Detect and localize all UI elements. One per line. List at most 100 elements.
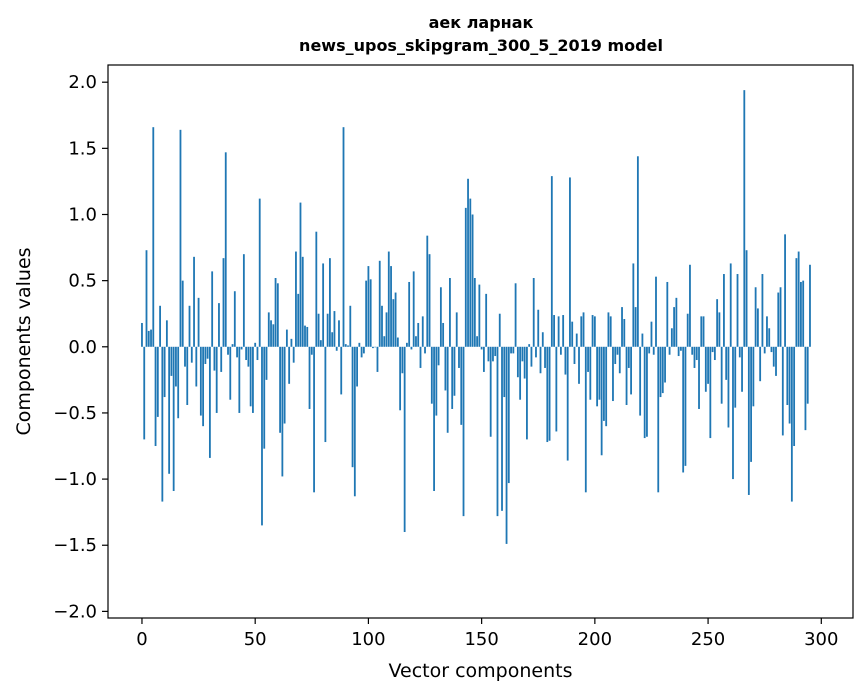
bar-85 (333, 311, 336, 347)
bar-207 (609, 316, 612, 347)
bar-88 (340, 346, 343, 395)
bar-57 (270, 320, 272, 347)
bar-7 (156, 346, 159, 417)
bar-9 (161, 346, 164, 502)
bar-244 (693, 346, 696, 368)
y-tick-label: 1.5 (68, 138, 97, 159)
bar-0 (141, 322, 143, 347)
y-tick-label: 2.0 (68, 72, 97, 93)
bar-137 (451, 346, 454, 409)
bar-18 (181, 280, 184, 347)
bar-275 (763, 346, 766, 354)
bar-39 (229, 346, 232, 400)
bar-106 (381, 305, 383, 347)
bar-91 (347, 345, 349, 347)
bar-56 (267, 312, 270, 347)
bar-55 (265, 346, 268, 380)
bar-132 (439, 287, 442, 347)
bar-60 (276, 283, 279, 347)
bar-119 (410, 346, 413, 350)
bar-246 (698, 346, 700, 409)
bar-289 (795, 258, 798, 347)
bar-6 (154, 346, 157, 447)
bar-145 (469, 198, 472, 347)
bar-27 (202, 346, 205, 427)
bar-75 (310, 346, 313, 355)
bar-210 (616, 346, 619, 355)
bar-212 (621, 307, 623, 347)
bar-14 (172, 346, 175, 491)
bar-92 (349, 305, 352, 347)
bar-161 (505, 346, 508, 544)
bar-268 (747, 346, 750, 495)
bar-110 (390, 266, 392, 347)
bar-117 (406, 342, 408, 347)
bar-81 (324, 346, 327, 443)
bar-148 (476, 336, 479, 347)
bar-29 (206, 346, 209, 359)
bar-286 (788, 346, 791, 424)
bar-23 (193, 256, 195, 347)
bar-228 (657, 346, 660, 493)
bar-172 (530, 346, 533, 367)
bar-72 (304, 325, 306, 347)
bar-37 (224, 152, 227, 347)
bar-31 (211, 271, 214, 347)
bar-263 (736, 274, 739, 347)
bar-285 (786, 346, 789, 405)
bar-153 (487, 346, 490, 362)
bar-76 (313, 346, 315, 493)
bar-206 (607, 312, 610, 347)
bar-3 (147, 330, 150, 347)
bar-53 (261, 346, 263, 526)
bar-24 (195, 346, 198, 387)
bar-158 (498, 313, 501, 347)
bar-237 (677, 346, 680, 357)
bar-12 (168, 346, 171, 474)
x-axis-ticks: 0 50 100 150 200 250 300 (136, 618, 838, 650)
bar-248 (702, 316, 705, 347)
bar-68 (295, 251, 297, 347)
bar-204 (603, 346, 605, 421)
bar-260 (729, 263, 732, 347)
bar-163 (510, 346, 512, 354)
bar-109 (387, 251, 390, 347)
bar-291 (800, 281, 802, 347)
bar-45 (242, 254, 245, 347)
bar-84 (331, 332, 334, 347)
bar-22 (190, 346, 193, 363)
x-tick-label: 150 (464, 629, 498, 650)
bar-191 (573, 346, 576, 364)
bar-121 (415, 336, 417, 347)
bar-136 (449, 278, 451, 347)
bar-269 (750, 346, 752, 462)
bar-271 (754, 287, 757, 347)
bar-170 (526, 346, 528, 440)
x-tick-label: 50 (244, 629, 267, 650)
bar-111 (392, 299, 395, 347)
bar-200 (593, 316, 596, 347)
bar-227 (655, 276, 657, 347)
bar-61 (279, 346, 281, 433)
bar-247 (700, 316, 703, 347)
bar-48 (249, 346, 252, 407)
x-axis-label: Vector components (389, 660, 573, 682)
bar-219 (636, 156, 639, 347)
bar-113 (396, 337, 399, 347)
bar-32 (213, 346, 216, 371)
bar-272 (756, 308, 759, 347)
bar-276 (766, 316, 768, 347)
bar-35 (220, 346, 223, 372)
bar-261 (732, 346, 734, 480)
bar-87 (338, 320, 340, 347)
bar-21 (188, 305, 191, 347)
bar-224 (648, 346, 651, 354)
bar-194 (580, 316, 583, 347)
bar-125 (424, 346, 426, 354)
bar-288 (793, 346, 796, 447)
bar-82 (326, 313, 329, 347)
bar-98 (362, 346, 365, 354)
bar-196 (584, 346, 587, 493)
